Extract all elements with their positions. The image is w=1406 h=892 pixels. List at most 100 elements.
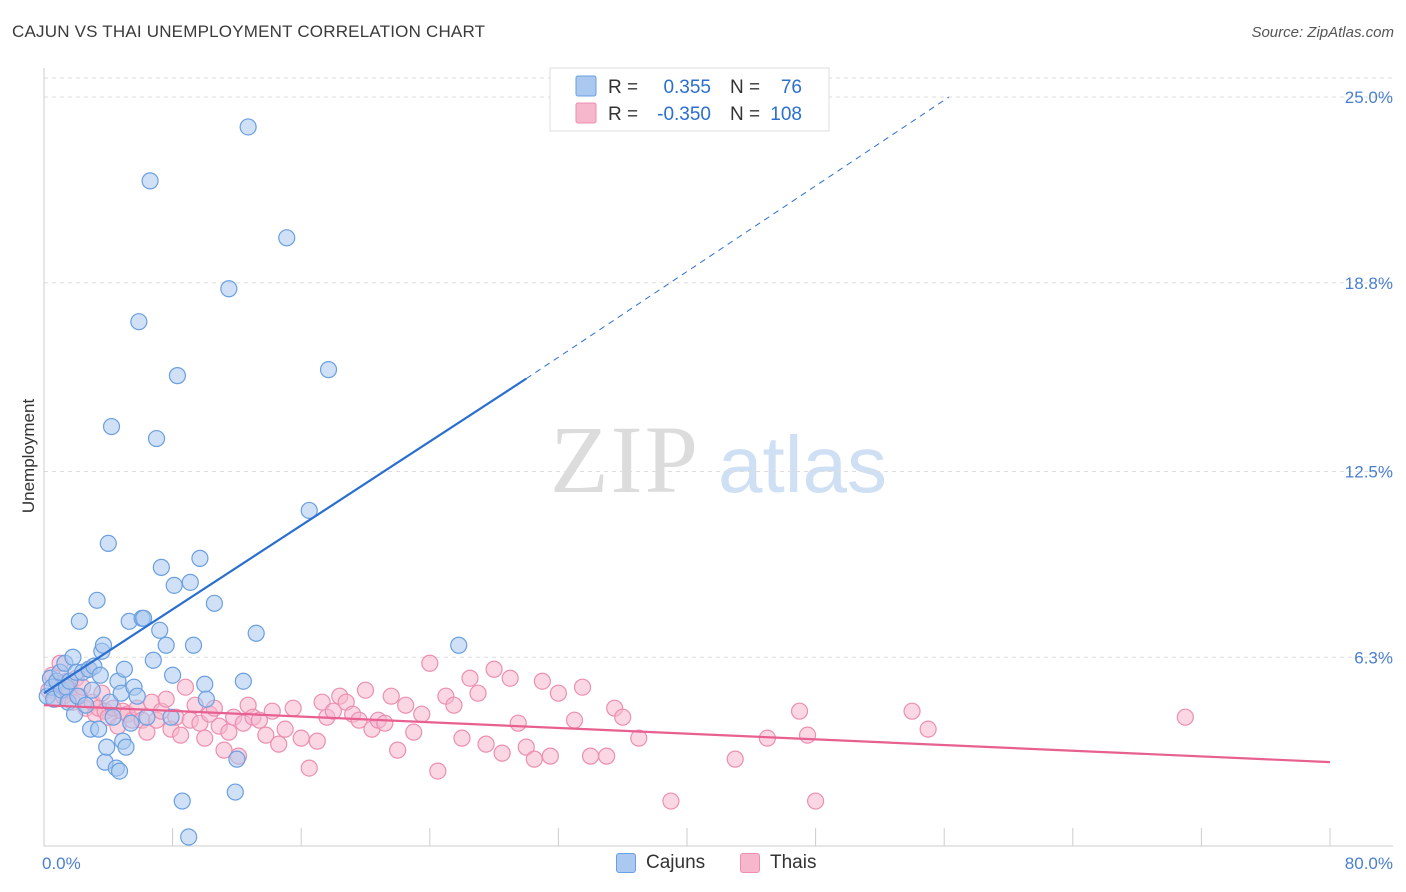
cajun-point bbox=[147, 429, 166, 448]
cajun-point bbox=[104, 708, 122, 726]
cajun-point bbox=[196, 675, 214, 693]
cajun-point bbox=[130, 313, 148, 331]
thai-point bbox=[413, 705, 431, 723]
cajun-point bbox=[247, 624, 265, 642]
cajun-point bbox=[191, 549, 209, 567]
thai-point bbox=[172, 726, 190, 744]
cajun-point bbox=[117, 738, 135, 756]
cajun-point bbox=[88, 591, 106, 609]
cajun-series bbox=[38, 118, 468, 846]
legend-swatch-cajuns bbox=[575, 75, 597, 97]
cajun-point bbox=[122, 714, 140, 732]
thai-point bbox=[541, 747, 559, 765]
cajun-point bbox=[319, 361, 338, 379]
thais-swatch bbox=[740, 853, 760, 873]
legend-n-label-1: N = bbox=[730, 77, 760, 98]
thai-point bbox=[429, 762, 447, 780]
legend-r-label-1: R = bbox=[608, 77, 638, 98]
legend-r-value-1: 0.355 bbox=[663, 77, 711, 98]
thai-point bbox=[157, 690, 175, 708]
cajun-point bbox=[165, 576, 183, 594]
legend-n-label-2: N = bbox=[730, 104, 760, 125]
thai-point bbox=[220, 723, 238, 741]
thai-point bbox=[598, 747, 616, 765]
y-tick-label: 12.5% bbox=[1345, 463, 1393, 482]
cajun-point bbox=[164, 666, 182, 684]
cajun-point bbox=[115, 660, 133, 678]
cajun-point bbox=[135, 609, 153, 627]
cajun-point bbox=[77, 696, 95, 714]
thai-point bbox=[614, 708, 632, 726]
watermark-atlas: atlas bbox=[718, 420, 887, 509]
thai-series bbox=[40, 654, 1194, 810]
thai-point bbox=[565, 711, 584, 729]
axes bbox=[43, 68, 1393, 847]
thai-point bbox=[270, 735, 288, 753]
thais-label: Thais bbox=[770, 852, 817, 873]
cajun-point bbox=[102, 417, 121, 436]
cajun-point bbox=[184, 636, 203, 654]
thai-point bbox=[215, 741, 233, 759]
thai-point bbox=[469, 684, 487, 702]
cajun-point bbox=[173, 792, 191, 810]
y-tick-labels: 6.3% 12.5% 18.8% 25.0% bbox=[1345, 88, 1393, 667]
thai-point bbox=[300, 759, 318, 777]
cajun-point bbox=[99, 534, 117, 553]
cajun-point bbox=[239, 118, 257, 136]
x-tick-label-max: 80.0% bbox=[1345, 854, 1393, 873]
cajun-point bbox=[278, 229, 296, 247]
x-ticks bbox=[172, 828, 1331, 846]
gridlines bbox=[44, 77, 1393, 658]
thai-point bbox=[382, 687, 400, 705]
thai-point bbox=[485, 660, 503, 678]
cajun-point bbox=[197, 690, 215, 708]
legend-n-value-2: 108 bbox=[770, 104, 802, 125]
thai-point bbox=[798, 726, 817, 744]
source-label: Source: ZipAtlas.com bbox=[1251, 24, 1394, 41]
cajuns-label: Cajuns bbox=[646, 852, 706, 873]
cajun-point bbox=[64, 648, 82, 666]
thai-point bbox=[493, 744, 511, 762]
chart-title: CAJUN VS THAI UNEMPLOYMENT CORRELATION C… bbox=[12, 22, 486, 41]
cajun-point bbox=[162, 708, 180, 726]
thai-point bbox=[806, 792, 825, 810]
cajun-point bbox=[151, 621, 169, 639]
thai-point bbox=[581, 747, 600, 765]
cajun-point bbox=[141, 172, 159, 190]
thai-point bbox=[726, 750, 744, 768]
cajun-point bbox=[228, 750, 246, 768]
cajun-point bbox=[168, 367, 187, 385]
thai-point bbox=[421, 654, 439, 672]
cajun-point bbox=[90, 720, 108, 738]
thai-point bbox=[284, 699, 302, 717]
cajun-point bbox=[83, 681, 101, 699]
thai-point bbox=[405, 723, 423, 741]
thai-point bbox=[662, 792, 680, 810]
cajun-point bbox=[98, 738, 116, 756]
cajun-point bbox=[128, 687, 146, 705]
bottom-legend-cajuns: Cajuns bbox=[616, 852, 705, 874]
thai-point bbox=[308, 732, 326, 750]
bottom-legend-thais: Thais bbox=[740, 852, 816, 874]
thai-point bbox=[903, 702, 921, 720]
cajun-point bbox=[180, 828, 198, 846]
thai-point bbox=[292, 729, 310, 747]
legend-r-value-2: -0.350 bbox=[657, 104, 711, 125]
cajun-trend-extension bbox=[525, 96, 950, 380]
cajun-point bbox=[220, 280, 238, 298]
thai-point bbox=[573, 678, 592, 696]
legend-r-label-2: R = bbox=[608, 104, 638, 125]
thai-point bbox=[176, 678, 195, 696]
thai-point bbox=[196, 729, 214, 747]
thai-point bbox=[324, 702, 342, 720]
thai-point bbox=[397, 696, 415, 714]
cajun-point bbox=[152, 558, 170, 576]
thai-point bbox=[461, 669, 479, 687]
thai-point bbox=[501, 669, 519, 687]
x-tick-label-min: 0.0% bbox=[42, 854, 81, 873]
legend: R = 0.355 N = 76 R = -0.350 N = 108 bbox=[549, 67, 830, 132]
cajun-point bbox=[157, 636, 175, 654]
thai-point bbox=[790, 702, 809, 720]
cajun-point bbox=[300, 501, 318, 520]
